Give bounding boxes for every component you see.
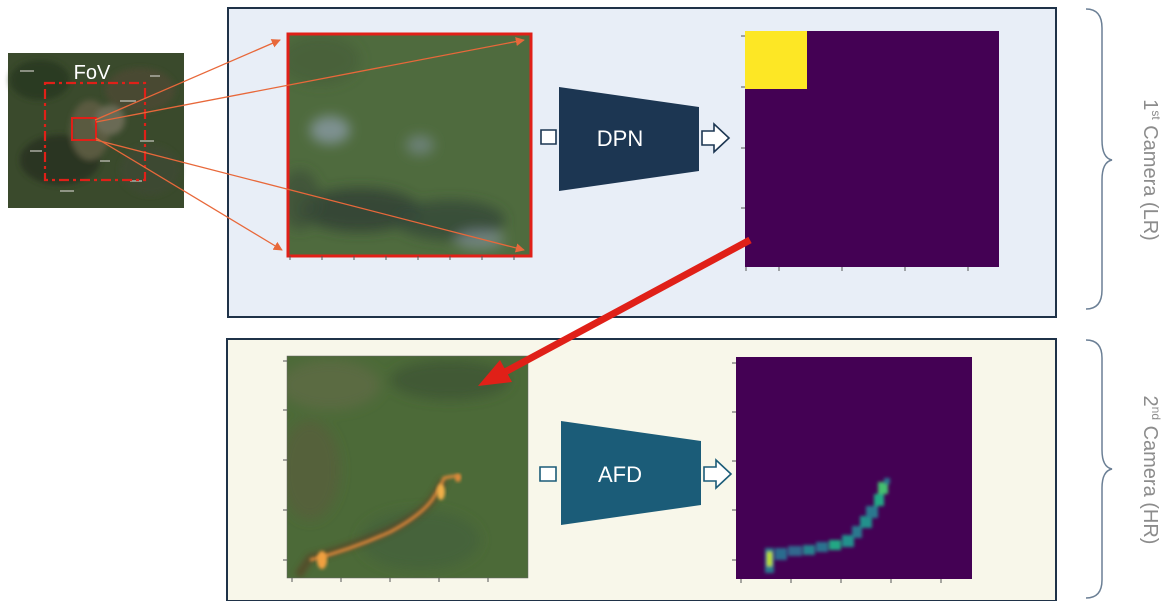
hr-satellite-image [283, 355, 529, 582]
brace-icon [1085, 8, 1113, 310]
afd-label: AFD [598, 462, 642, 487]
input-arrow-icon [539, 466, 557, 482]
output-arrow-icon [701, 122, 731, 154]
second-camera-label: 2nd Camera (HR) [1139, 396, 1163, 545]
fov-label: FoV [74, 62, 111, 84]
detected-cell [745, 31, 807, 89]
brace-icon [1085, 339, 1113, 599]
lr-prediction-map [741, 31, 999, 271]
afd-block [561, 421, 701, 525]
dpn-block [559, 87, 699, 191]
first-camera-label: 1st Camera (LR) [1139, 99, 1163, 241]
handoff-arrow-icon [478, 236, 752, 386]
hr-detection-map [732, 357, 972, 583]
input-arrow-icon [540, 129, 557, 145]
lr-satellite-image [286, 32, 533, 260]
fov-thumbnail: FoV [8, 53, 184, 208]
dpn-label: DPN [597, 126, 643, 151]
zoom-lines [94, 37, 525, 253]
output-arrow-icon [703, 458, 733, 490]
